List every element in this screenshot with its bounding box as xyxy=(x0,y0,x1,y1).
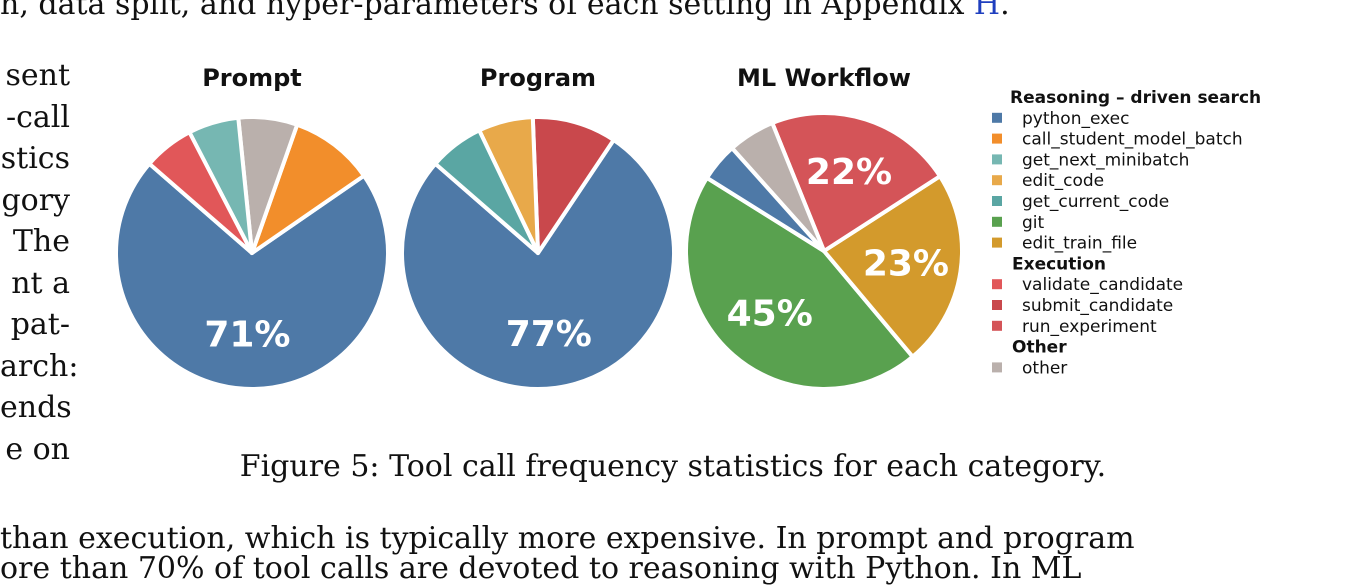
legend-label-submit-candidate: submit_candidate xyxy=(1022,296,1173,316)
left-fragment: pat- xyxy=(10,307,70,342)
pie-slice-run-experiment xyxy=(770,111,942,253)
left-fragment: -call xyxy=(5,99,70,135)
left-fragment: nt a xyxy=(11,265,70,301)
legend-swatch-get-current-code xyxy=(992,196,1002,206)
legend-group-title: Reasoning – driven search xyxy=(1010,88,1261,108)
slice-percent-label: 22% xyxy=(806,152,892,193)
top-line-text: h, data split, and hyper-parameters of e… xyxy=(0,0,974,22)
legend-swatch-edit-code xyxy=(992,175,1002,186)
pie-title: Program xyxy=(480,64,596,92)
legend-swatch-validate-candidate xyxy=(992,279,1002,290)
pie-slice-git xyxy=(684,175,915,391)
pie-title: Prompt xyxy=(202,64,302,92)
body-text-bottom-line: ore than 70% of tool calls are devoted t… xyxy=(0,551,1082,586)
top-line-end: . xyxy=(1000,0,1010,22)
legend-swatch-edit-train-file xyxy=(992,237,1002,248)
pie-slice-get-current-code xyxy=(433,128,540,255)
left-fragment: e on xyxy=(5,431,70,467)
left-fragment: gory xyxy=(1,182,70,218)
left-fragment: stics xyxy=(0,141,70,176)
legend-swatch-run-experiment xyxy=(992,320,1002,331)
legend-label-other: other xyxy=(1022,358,1067,378)
left-fragment: arch: xyxy=(0,348,79,384)
legend-swatch-git xyxy=(992,216,1002,227)
figure-caption: Figure 5: Tool call frequency statistics… xyxy=(239,449,1107,484)
left-fragment: ends xyxy=(0,390,72,425)
legend-label-run-experiment: run_experiment xyxy=(1022,317,1157,337)
pie-slice-python-exec xyxy=(114,161,390,391)
slice-percent-label: 71% xyxy=(204,315,290,356)
legend-swatch-call-student-model-batch xyxy=(992,133,1002,144)
slice-percent-label: 23% xyxy=(863,243,949,284)
legend-swatch-other xyxy=(992,362,1002,373)
legend-label-python-exec: python_exec xyxy=(1022,109,1129,129)
pie-prompt: Prompt 71% xyxy=(114,64,390,391)
pie-program: Program 77% xyxy=(400,64,676,391)
left-fragment: The xyxy=(12,224,70,259)
legend-label-edit-code: edit_code xyxy=(1022,171,1104,191)
legend-label-get-next-minibatch: get_next_minibatch xyxy=(1022,150,1189,170)
pie-slice-python-exec xyxy=(704,146,826,253)
left-fragment: sent xyxy=(5,58,70,93)
pie-ml-workflow: ML Workflow 45% 23% 22% xyxy=(684,64,964,391)
slice-percent-label: 45% xyxy=(727,294,813,335)
legend-label-call-student-model-batch: call_student_model_batch xyxy=(1022,130,1243,150)
legend-group-title: Other xyxy=(1012,338,1067,358)
legend-group-title: Execution xyxy=(1012,254,1106,274)
slice-percent-label: 77% xyxy=(506,314,592,355)
pie-slice-edit-train-file xyxy=(822,174,964,359)
legend: Reasoning – driven searchpython_execcall… xyxy=(992,88,1261,378)
legend-label-validate-candidate: validate_candidate xyxy=(1022,275,1183,295)
pie-slice-validate-candidate xyxy=(147,130,254,255)
legend-swatch-get-next-minibatch xyxy=(992,154,1002,165)
body-text-bottom-line: than execution, which is typically more … xyxy=(0,521,1135,556)
left-column-fragments: sent -call stics gory The nt a pat- arch… xyxy=(0,55,79,470)
pie-title: ML Workflow xyxy=(737,64,911,92)
legend-label-edit-train-file: edit_train_file xyxy=(1022,234,1137,254)
legend-label-get-current-code: get_current_code xyxy=(1022,192,1169,212)
body-text-top-line: h, data split, and hyper-parameters of e… xyxy=(0,0,1010,22)
pies-layer: Prompt 71% Program 77% ML Workflow 45% 23% 22% xyxy=(114,64,964,391)
appendix-link[interactable]: H xyxy=(973,0,1001,22)
legend-label-git: git xyxy=(1022,213,1045,233)
legend-swatch-python-exec xyxy=(992,112,1002,123)
pie-slice-python-exec xyxy=(400,137,676,391)
legend-swatch-submit-candidate xyxy=(992,300,1002,310)
